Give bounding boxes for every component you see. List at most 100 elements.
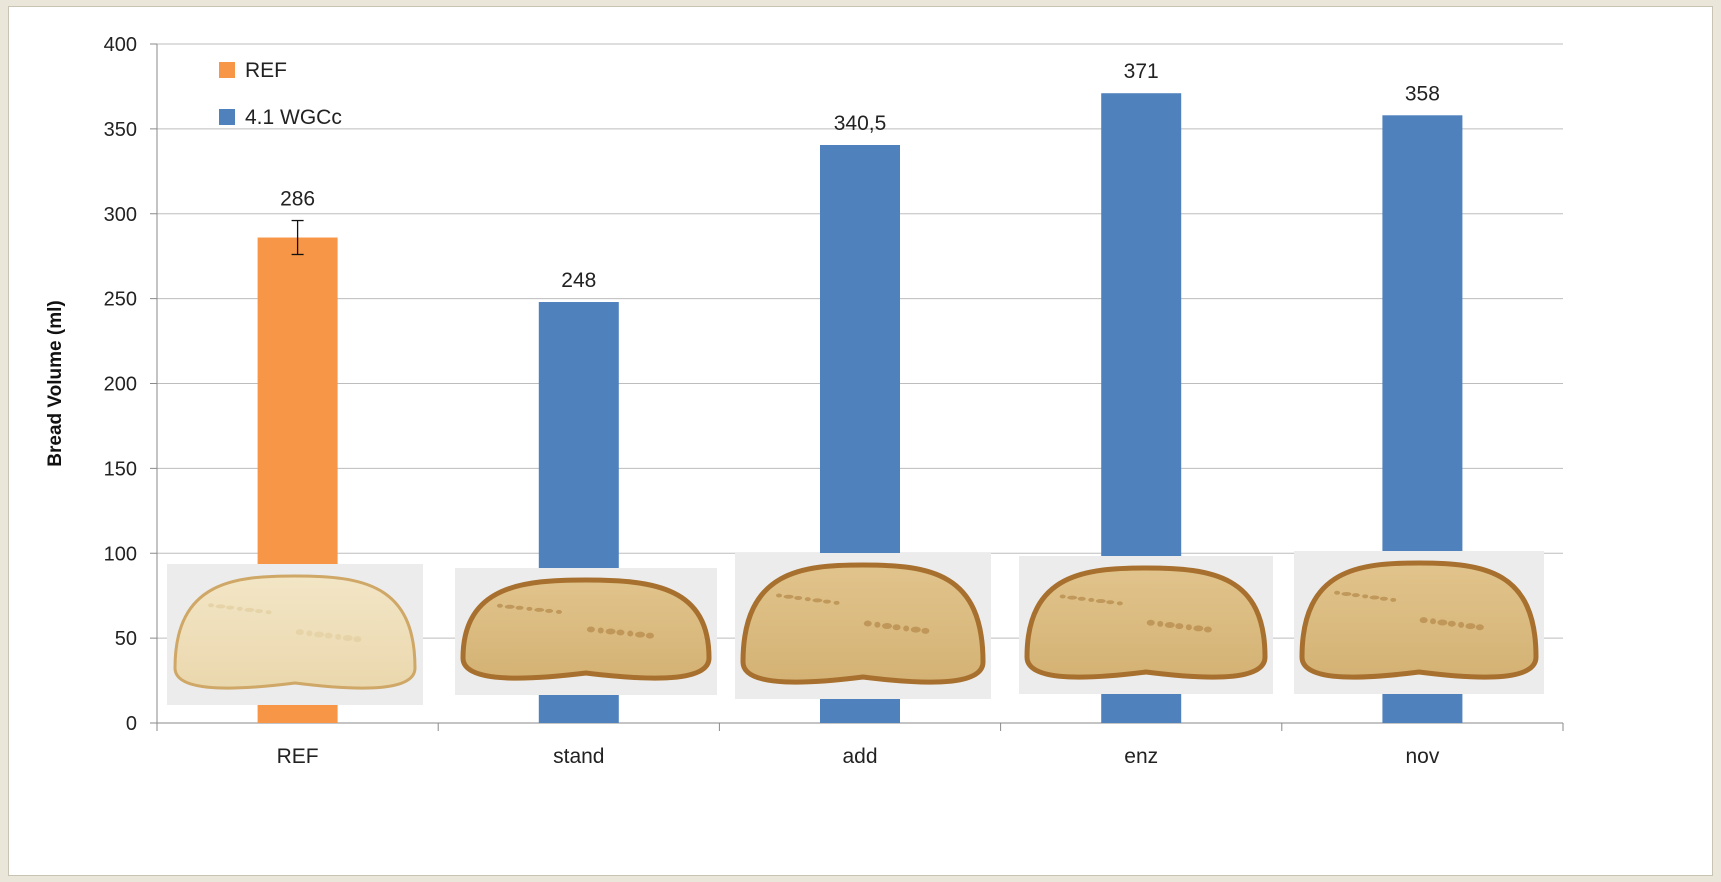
legend-label: REF: [245, 59, 287, 82]
data-label-enz: 371: [1124, 60, 1159, 83]
bread-slice: [173, 574, 417, 690]
crumb-hole: [1175, 623, 1184, 630]
crumb-hole: [236, 606, 243, 611]
legend-layer: REF 4.1 WGCc: [219, 59, 342, 129]
x-tick-label: stand: [553, 745, 604, 768]
crumb-hole: [1351, 593, 1360, 598]
crumb-hole: [874, 621, 881, 628]
crumb-hole: [1095, 599, 1106, 604]
crumb-hole: [627, 630, 634, 637]
y-tick-label: 50: [115, 628, 137, 650]
crumb-hole: [882, 623, 892, 629]
crumb-hole: [863, 620, 872, 627]
y-tick-label: 250: [104, 289, 137, 311]
chart-frame: 0 50 100 150 200 250 300 350 400 Bread Volume (ml…: [8, 6, 1713, 876]
crumb-hole: [255, 609, 263, 614]
crumb-hole: [1164, 622, 1175, 628]
crumb-hole: [812, 598, 823, 603]
data-label-nov: 358: [1405, 82, 1440, 105]
crumb-hole: [605, 628, 616, 635]
crumb-hole: [555, 609, 562, 614]
crumb-hole: [1475, 624, 1484, 631]
x-tick-label: add: [842, 745, 877, 768]
crumb-hole: [1106, 600, 1115, 605]
crumb-hole: [335, 633, 342, 640]
x-tick-label: REF: [277, 745, 319, 768]
crumb-hole: [215, 604, 226, 609]
crumb-hole: [910, 626, 921, 633]
crumb-hole: [534, 607, 545, 612]
crumb-hole: [597, 627, 604, 634]
crumb-hole: [324, 632, 333, 639]
data-label-add: 340,5: [834, 112, 887, 135]
y-tick-label: 0: [126, 713, 137, 735]
crumb-hole: [244, 607, 255, 612]
crumb-hole: [314, 631, 324, 638]
data-label-stand: 248: [561, 269, 596, 292]
photo-add: [735, 553, 991, 699]
crumb-hole: [1390, 597, 1397, 602]
crumb-hole: [515, 605, 524, 610]
bread-slice: [740, 562, 986, 685]
crumb-hole: [1379, 596, 1388, 601]
crumb-hole: [1458, 621, 1465, 628]
y-tick-label: 400: [104, 34, 137, 56]
x-tick-label: nov: [1405, 745, 1439, 768]
crumb-hole: [226, 605, 235, 610]
crumb-hole: [1430, 618, 1437, 625]
photo-nov: [1294, 551, 1544, 694]
photo-layer: [167, 551, 1544, 705]
crumb-hole: [635, 631, 646, 638]
crumb-hole: [1067, 595, 1078, 600]
crumb-hole: [1059, 594, 1066, 599]
legend-swatch: [219, 109, 235, 125]
crumb-hole: [892, 624, 901, 631]
crumb-hole: [1146, 619, 1155, 626]
photo-REF: [167, 564, 423, 705]
crumb-hole: [616, 629, 625, 636]
crumb-hole: [295, 629, 304, 636]
crumb-hole: [1185, 624, 1192, 631]
bread-slice: [1024, 565, 1268, 680]
bread-slice: [1299, 560, 1539, 680]
y-axis-title: Bread Volume (ml): [45, 300, 66, 466]
crumb-hole: [645, 632, 654, 639]
crumb-hole: [1369, 595, 1380, 600]
crumb-hole: [1157, 620, 1164, 627]
crumb-hole: [833, 600, 840, 605]
crumb-hole: [903, 625, 910, 632]
y-tick-label: 200: [104, 374, 137, 396]
crumb-hole: [1419, 617, 1428, 624]
crumb-hole: [1116, 601, 1123, 606]
crumb-hole: [1447, 620, 1456, 627]
crumb-hole: [1362, 594, 1369, 599]
crumb-hole: [1334, 590, 1341, 595]
crumb-hole: [586, 626, 595, 633]
crumb-hole: [776, 593, 782, 598]
crumb-hole: [1077, 596, 1086, 601]
crumb-hole: [783, 594, 794, 599]
photo-enz: [1019, 556, 1273, 694]
crumb-hole: [504, 604, 515, 609]
crumb-hole: [794, 595, 803, 600]
crumb-hole: [921, 627, 930, 634]
y-tick-label: 150: [104, 458, 137, 480]
crumb-hole: [1193, 625, 1204, 632]
crumb-hole: [545, 608, 554, 613]
crumb-hole: [1341, 591, 1352, 596]
photo-stand: [455, 568, 717, 695]
crumb-hole: [823, 599, 831, 604]
y-tick-label: 100: [104, 543, 137, 565]
crumb-hole: [1437, 619, 1448, 626]
bar-chart: 0 50 100 150 200 250 300 350 400 Bread Volume (ml…: [45, 34, 1564, 768]
crumb-hole: [353, 636, 362, 643]
crumb-hole: [342, 635, 353, 642]
crumb-hole: [526, 606, 533, 611]
data-label-REF: 286: [280, 188, 315, 211]
bread-slice: [460, 577, 712, 681]
crumb-hole: [265, 610, 272, 615]
legend-swatch: [219, 62, 235, 78]
y-tick-label: 350: [104, 119, 137, 141]
x-tick-label: enz: [1124, 745, 1158, 768]
crumb-hole: [496, 603, 503, 608]
